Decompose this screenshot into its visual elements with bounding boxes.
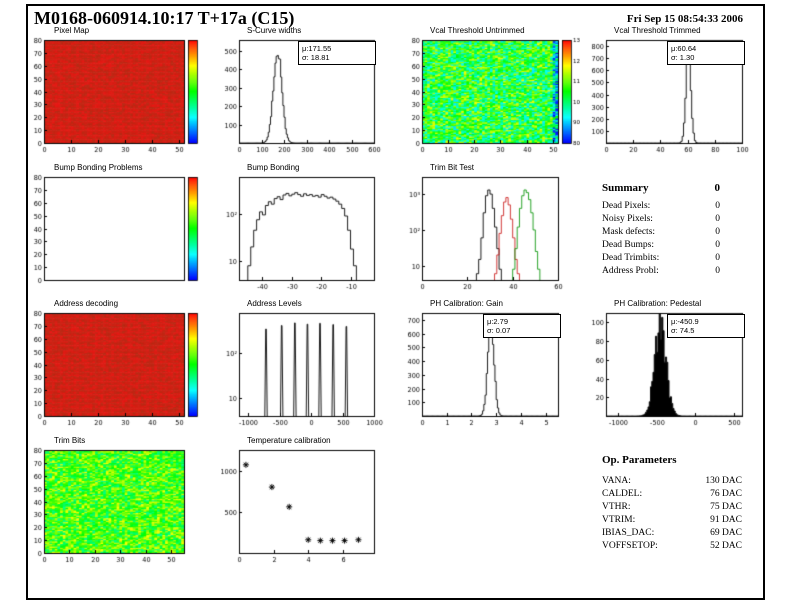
row-label: IBIAS_DAC: [602,528,655,538]
stat-sigma: σ: 74.5 [671,326,695,335]
stat-sigma: σ: 0.07 [487,326,511,335]
row-value: 0 [715,240,720,250]
stat-mu: μ:-450.9 [671,317,699,326]
stats-box-vcal-trimmed: μ:60.64 σ: 1.30 [667,41,745,65]
summary-row-dead-trimbits: Dead Trimbits: 0 [602,252,720,265]
plot-title-vcal-trimmed: Vcal Threshold Trimmed [614,26,701,35]
plot-title-s-curve-widths: S-Curve widths [247,26,302,35]
op-row-ibias-dac: IBIAS_DAC: 69 DAC [602,527,742,540]
summary-heading-label: Summary [602,182,649,194]
summary-row-dead-bumps: Dead Bumps: 0 [602,239,720,252]
timestamp: Fri Sep 15 08:54:33 2006 [626,13,743,25]
row-label: Dead Pixels: [602,201,651,211]
row-value: 0 [715,201,720,211]
op-row-vana: VANA: 130 DAC [602,475,742,488]
plot-title-bump-bonding-problems: Bump Bonding Problems [54,163,143,172]
plot-title-bump-bonding: Bump Bonding [247,163,300,172]
summary-heading: Summary 0 [602,182,720,194]
row-label: Dead Trimbits: [602,253,660,263]
row-label: Dead Bumps: [602,240,654,250]
op-row-vtrim: VTRIM: 91 DAC [602,514,742,527]
stat-sigma: σ: 18.81 [302,53,330,62]
stat-mu: μ:2.79 [487,317,509,326]
plot-title-trim-bits: Trim Bits [54,436,86,445]
stat-mu: μ:60.64 [671,44,697,53]
row-value: 91 DAC [710,515,742,525]
plot-title-address-decoding: Address decoding [54,299,119,308]
row-label: VTRIM: [602,515,636,525]
row-label: VOFFSETOP: [602,541,658,551]
row-label: VANA: [602,476,631,486]
stats-box-s-curve: μ:171.55 σ: 18.81 [298,41,376,65]
pixel-map-heatmap [28,36,218,156]
plot-title-ph-pedestal: PH Calibration: Pedestal [614,299,702,308]
page-title: M0168-060914.10:17 T+17a (C15) [34,8,295,28]
row-value: 69 DAC [710,528,742,538]
plot-title-pixel-map: Pixel Map [54,26,90,35]
summary-panel: Summary 0 Dead Pixels: 0 Noisy Pixels: 0 M… [602,182,720,278]
summary-total: 0 [714,182,721,194]
plot-title-ph-gain: PH Calibration: Gain [430,299,503,308]
op-parameters-heading: Op. Parameters [602,454,677,466]
bump-bonding-problems-heatmap [28,173,218,293]
plot-title-temperature-calibration: Temperature calibration [247,436,331,445]
row-value: 75 DAC [710,502,742,512]
stats-box-ph-gain: μ:2.79 σ: 0.07 [483,314,561,338]
plot-title-address-levels: Address Levels [247,299,302,308]
address-levels-histogram [221,309,388,429]
row-label: Address Probl: [602,266,659,276]
op-parameters-panel: Op. Parameters VANA: 130 DAC CALDEL: 76 DA… [602,454,742,553]
row-label: CALDEL: [602,489,643,499]
stat-mu: μ:171.55 [302,44,332,53]
row-label: Noisy Pixels: [602,214,653,224]
plot-title-vcal-untrimmed: Vcal Threshold Untrimmed [430,26,525,35]
row-value: 0 [715,266,720,276]
stats-box-ph-pedestal: μ:-450.9 σ: 74.5 [667,314,745,338]
row-label: Mask defects: [602,227,656,237]
bump-bonding-histogram [221,173,388,293]
trim-bits-heatmap [28,446,218,566]
row-value: 0 [715,253,720,263]
op-row-vthr: VTHR: 75 DAC [602,501,742,514]
address-decoding-heatmap [28,309,218,429]
row-value: 0 [715,227,720,237]
temperature-calibration-scatter [221,446,388,566]
row-value: 130 DAC [705,476,742,486]
summary-row-mask-defects: Mask defects: 0 [602,226,720,239]
summary-row-dead-pixels: Dead Pixels: 0 [602,200,720,213]
trim-bit-test-histogram [404,173,580,293]
summary-row-noisy-pixels: Noisy Pixels: 0 [602,213,720,226]
row-value: 52 DAC [710,541,742,551]
stat-sigma: σ: 1.30 [671,53,695,62]
op-row-caldel: CALDEL: 76 DAC [602,488,742,501]
vcal-untrimmed-heatmap [404,36,580,156]
row-value: 76 DAC [710,489,742,499]
op-row-voffsetop: VOFFSETOP: 52 DAC [602,540,742,553]
row-label: VTHR: [602,502,631,512]
summary-row-address-probl: Address Probl: 0 [602,265,720,278]
test-report-canvas: M0168-060914.10:17 T+17a (C15) Fri Sep 1… [26,4,765,600]
row-value: 0 [715,214,720,224]
plot-title-trim-bit-test: Trim Bit Test [430,163,475,172]
